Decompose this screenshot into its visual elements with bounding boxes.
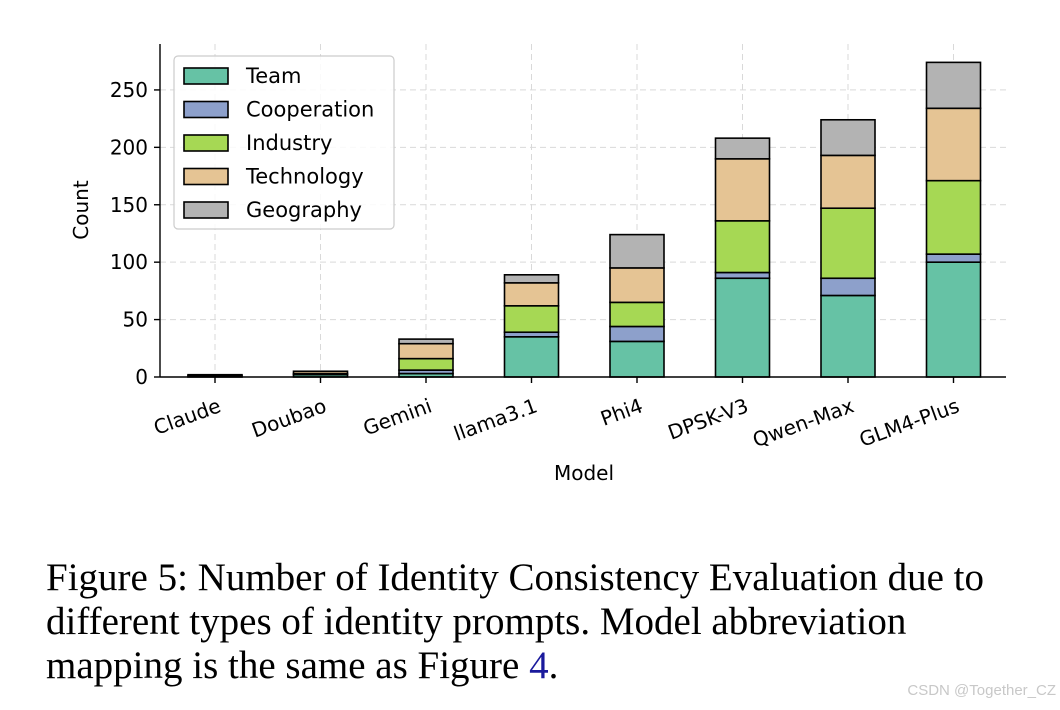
bar-segment [925, 61, 982, 110]
y-tick-label: 0 [135, 365, 148, 389]
legend-swatch [183, 67, 229, 85]
bar-segment [714, 137, 771, 160]
bar-segment [820, 207, 876, 280]
bar-segment [820, 118, 876, 157]
legend-swatch [183, 201, 229, 219]
x-axis-ticks: Claude Doubao Gemini llama3.1 Phi4 DPSK-V3Qwe… [150, 377, 962, 452]
x-tick-label: GLM4-Plus [856, 393, 962, 451]
x-tick-label: DPSK-V3 [665, 393, 752, 444]
bar-segment [398, 338, 454, 345]
bar-segment [714, 220, 771, 274]
legend-swatch [183, 100, 229, 119]
caption-figure-ref[interactable]: 4 [529, 644, 549, 687]
legend-box [173, 55, 395, 230]
y-tick-label: 100 [110, 250, 148, 274]
x-tick-label: Doubao [248, 393, 329, 442]
bar-segment [609, 267, 665, 304]
axes [159, 44, 1006, 378]
bar-segment [292, 370, 349, 375]
bar-segment [714, 277, 771, 378]
x-tick-label: Gemini [360, 393, 435, 440]
legend: Team Cooperation Industry Technology Geograp… [173, 55, 395, 230]
x-tick-label: llama3.1 [451, 393, 541, 445]
x-tick-label: Qwen-Max [749, 393, 857, 452]
bar-segment [820, 294, 876, 378]
bar-segment [503, 336, 560, 378]
bar-segment [820, 277, 876, 297]
bar-segment [503, 274, 560, 284]
legend-label: Industry [246, 131, 332, 155]
legend-label: Team [245, 64, 302, 88]
y-tick-label: 50 [123, 308, 148, 332]
bar-segment [820, 154, 876, 210]
bars [187, 61, 982, 378]
caption-text: Figure 5: Number of Identity Consistency… [46, 556, 984, 687]
bar-segment [398, 357, 454, 371]
bar-segment [714, 271, 771, 280]
legend-label: Technology [245, 165, 364, 189]
bar-segment [398, 342, 454, 360]
figure-caption: Figure 5: Number of Identity Consistency… [46, 556, 1046, 688]
x-axis-title: Model [554, 461, 614, 485]
bar-segment [609, 301, 665, 328]
bar-segment [714, 158, 771, 222]
bar-segment [187, 373, 243, 377]
y-tick-label: 150 [110, 193, 148, 217]
y-tick-label: 250 [110, 78, 148, 102]
legend-swatch [183, 134, 229, 152]
legend-label: Cooperation [246, 98, 374, 122]
y-axis-ticks: 0 50 100 150 200 250 [110, 78, 160, 389]
bar-segment [609, 233, 665, 269]
bar-segment [925, 253, 982, 263]
watermark: CSDN @Together_CZ [907, 682, 1056, 699]
x-tick-label: Claude [150, 393, 223, 439]
bar-segment [609, 325, 665, 343]
caption-end: . [548, 644, 559, 687]
bar-segment [925, 107, 982, 182]
x-tick-label: Phi4 [597, 393, 646, 430]
bar-segment [503, 282, 560, 307]
legend-swatch [183, 167, 229, 186]
bar-segment [609, 340, 665, 378]
bar-segment [925, 179, 982, 255]
legend-label: Geography [246, 198, 362, 222]
bar-segment [925, 261, 982, 378]
y-axis-title: Count [69, 180, 93, 240]
bar-segment [503, 305, 560, 334]
stacked-bar-chart: 0 50 100 150 200 250 Claude Doubao Gemini llama3… [69, 44, 1006, 485]
y-tick-label: 200 [110, 135, 148, 159]
